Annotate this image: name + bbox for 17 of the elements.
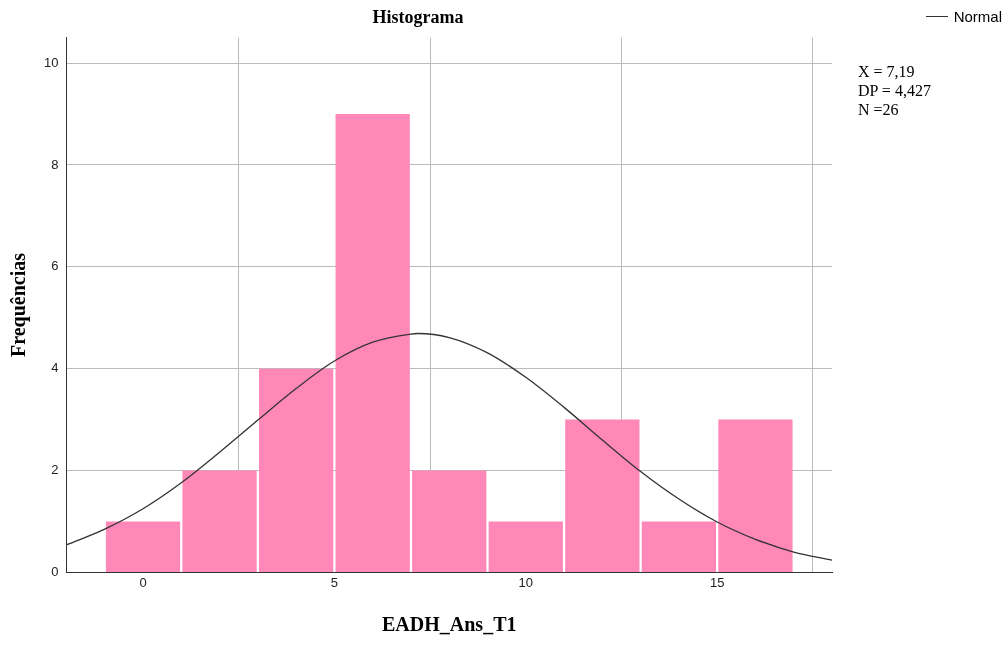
text: DP = 4,427 [858, 81, 931, 100]
y-tick-label: 6 [51, 258, 59, 274]
x-tick-label: 5 [330, 574, 339, 590]
y-tick-label: 0 [51, 563, 59, 579]
y-tick-label: 8 [51, 156, 59, 172]
y-axis-title: Frequências [7, 252, 31, 358]
y-tick-label: 10 [43, 54, 59, 70]
y-tick-label: 4 [51, 360, 59, 376]
text: N =26 [858, 100, 900, 119]
x-tick-label: 15 [709, 574, 725, 590]
y-tick-label: 2 [51, 462, 59, 478]
x-tick-label: 0 [139, 574, 147, 590]
x-tick-label: 10 [518, 574, 534, 590]
x-axis-title: EADH_Ans_T1 [381, 613, 517, 636]
legend-label: Normal [953, 8, 1002, 25]
chart-title: Histograma [372, 7, 464, 28]
text: X = 7,19 [858, 62, 916, 81]
